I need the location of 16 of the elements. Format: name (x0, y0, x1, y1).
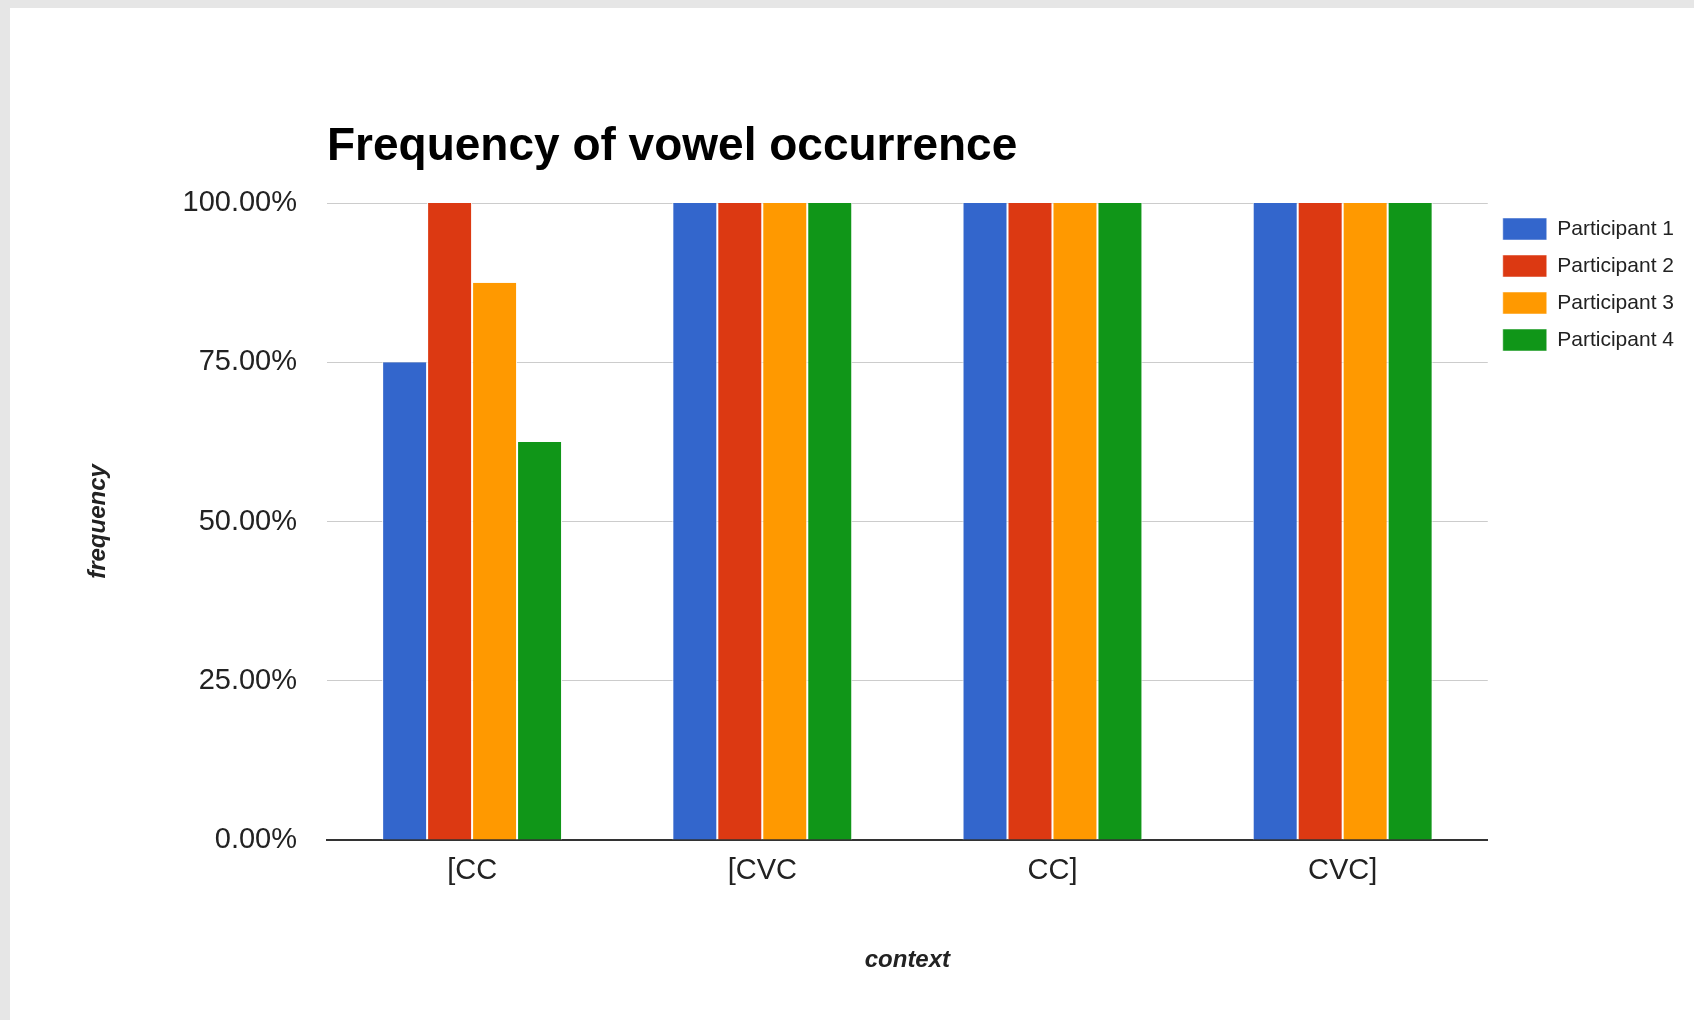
chart-title: Frequency of vowel occurrence (327, 118, 1018, 170)
x-axis-title: context (864, 945, 952, 972)
y-tick-label: 100.00% (182, 185, 297, 217)
x-tick-label: [CC (447, 853, 498, 886)
x-tick-label: [CVC (727, 853, 797, 886)
x-tick-label: CVC] (1308, 853, 1378, 886)
x-tick-label: CC] (1027, 853, 1078, 886)
y-axis-title: frequency (82, 462, 110, 579)
y-tick-label: 75.00% (198, 344, 297, 377)
legend-label: Participant 2 (1557, 252, 1674, 276)
y-tick-label: 50.00% (198, 503, 297, 536)
legend-label: Participant 4 (1557, 326, 1675, 350)
legend-label: Participant 3 (1557, 289, 1674, 313)
legend-label: Participant 1 (1557, 215, 1674, 239)
y-tick-label: 0.00% (214, 822, 297, 854)
y-tick-label: 25.00% (198, 662, 297, 695)
